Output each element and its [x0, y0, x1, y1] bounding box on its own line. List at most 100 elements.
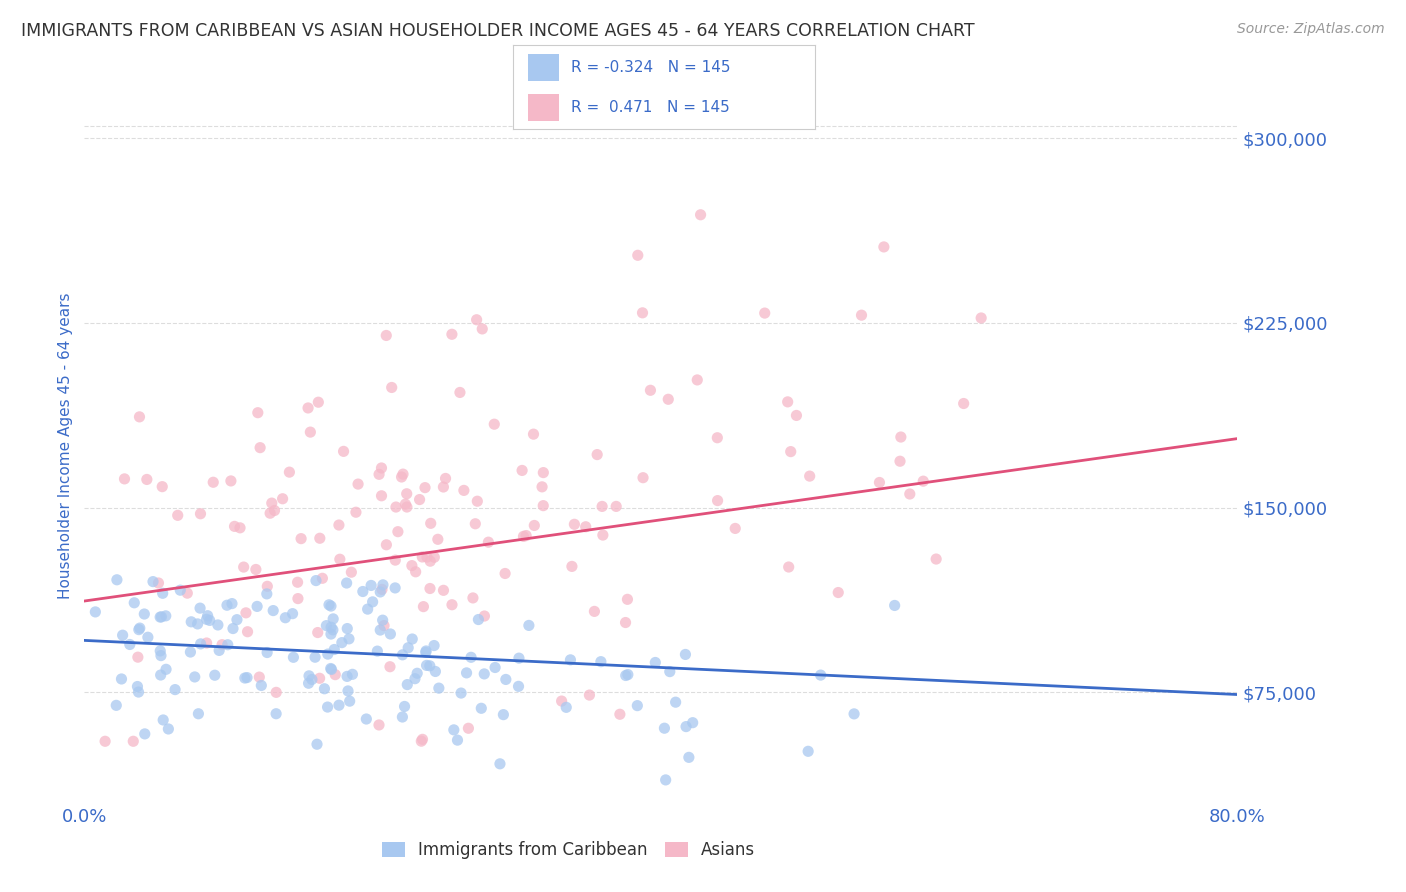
Point	[413, 481, 436, 495]
Point	[851, 308, 873, 322]
Point	[890, 430, 912, 444]
Point	[406, 666, 429, 681]
Point	[308, 671, 330, 685]
Point	[461, 591, 484, 605]
Point	[827, 585, 849, 599]
Point	[287, 591, 309, 606]
Point	[298, 669, 321, 683]
Point	[328, 518, 350, 533]
Point	[395, 500, 418, 514]
Point	[236, 671, 259, 685]
Point	[589, 655, 612, 669]
Point	[260, 496, 283, 510]
Point	[337, 684, 360, 698]
Point	[408, 492, 430, 507]
Point	[952, 396, 974, 410]
Point	[339, 694, 361, 708]
Point	[450, 686, 472, 700]
Point	[356, 602, 378, 616]
Point	[457, 721, 479, 735]
Point	[706, 431, 728, 445]
Point	[211, 638, 233, 652]
Point	[912, 474, 935, 488]
Point	[135, 472, 157, 486]
Point	[198, 614, 221, 628]
Point	[264, 706, 287, 721]
Point	[361, 595, 384, 609]
Point	[127, 650, 149, 665]
Point	[440, 598, 463, 612]
Point	[665, 695, 688, 709]
Point	[328, 698, 350, 713]
Point	[128, 685, 150, 699]
Point	[686, 373, 709, 387]
Point	[371, 613, 394, 627]
Point	[970, 310, 993, 325]
Point	[395, 487, 418, 501]
Point	[134, 607, 156, 621]
Point	[427, 681, 450, 695]
Point	[315, 618, 337, 632]
Point	[207, 618, 229, 632]
Point	[467, 613, 489, 627]
Point	[229, 521, 252, 535]
Text: R =  0.471   N = 145: R = 0.471 N = 145	[571, 100, 730, 115]
Point	[779, 444, 801, 458]
Point	[797, 744, 820, 758]
Point	[149, 648, 172, 663]
FancyBboxPatch shape	[529, 54, 558, 81]
Point	[555, 700, 578, 714]
Point	[368, 467, 391, 482]
Point	[278, 465, 301, 479]
Point	[394, 497, 416, 511]
Point	[675, 648, 697, 662]
Point	[110, 672, 132, 686]
Point	[446, 733, 468, 747]
Point	[464, 516, 486, 531]
Point	[508, 651, 530, 665]
Point	[842, 706, 865, 721]
Point	[384, 581, 406, 595]
Point	[330, 635, 353, 649]
Point	[523, 518, 546, 533]
Point	[631, 306, 654, 320]
Text: IMMIGRANTS FROM CARIBBEAN VS ASIAN HOUSEHOLDER INCOME AGES 45 - 64 YEARS CORRELA: IMMIGRANTS FROM CARIBBEAN VS ASIAN HOUSE…	[21, 22, 974, 40]
Point	[236, 624, 259, 639]
Point	[778, 560, 800, 574]
Point	[378, 659, 401, 673]
Point	[404, 672, 426, 686]
Point	[148, 576, 170, 591]
Point	[387, 524, 409, 539]
Point	[456, 665, 478, 680]
Point	[157, 722, 180, 736]
Point	[283, 650, 305, 665]
Point	[122, 596, 145, 610]
Point	[111, 628, 134, 642]
Point	[591, 500, 613, 514]
Point	[494, 566, 516, 581]
Point	[411, 734, 433, 748]
Point	[564, 517, 586, 532]
Point	[443, 723, 465, 737]
Point	[522, 427, 544, 442]
Point	[249, 441, 271, 455]
Point	[166, 508, 188, 523]
Point	[316, 647, 339, 661]
Point	[336, 669, 359, 683]
Point	[246, 406, 269, 420]
Point	[84, 605, 107, 619]
Point	[799, 469, 821, 483]
Point	[105, 573, 128, 587]
Point	[472, 667, 495, 681]
Point	[484, 417, 506, 432]
Point	[222, 622, 245, 636]
Point	[396, 677, 419, 691]
Point	[149, 610, 172, 624]
Point	[290, 532, 312, 546]
Point	[352, 584, 374, 599]
Point	[495, 673, 517, 687]
Point	[754, 306, 776, 320]
Point	[384, 553, 406, 567]
Point	[470, 701, 492, 715]
Point	[305, 574, 328, 588]
